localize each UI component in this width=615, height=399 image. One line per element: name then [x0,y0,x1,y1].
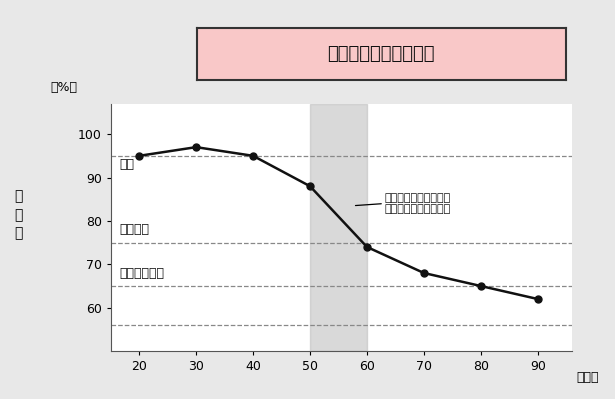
Text: 骨量減少: 骨量減少 [119,223,149,236]
Text: 閉経後年数が短いほど
骨密度の減少率が高い: 閉経後年数が短いほど 骨密度の減少率が高い [384,193,450,214]
Text: 骨粗しょう症: 骨粗しょう症 [119,267,164,280]
Text: 正常: 正常 [119,158,134,171]
Text: （%）: （%） [51,81,77,94]
Bar [310,104,367,351]
Text: （歳）: （歳） [577,371,599,384]
Text: 女性の骨密度の変化率: 女性の骨密度の変化率 [328,45,435,63]
Text: 骨
密
度: 骨 密 度 [14,190,23,241]
